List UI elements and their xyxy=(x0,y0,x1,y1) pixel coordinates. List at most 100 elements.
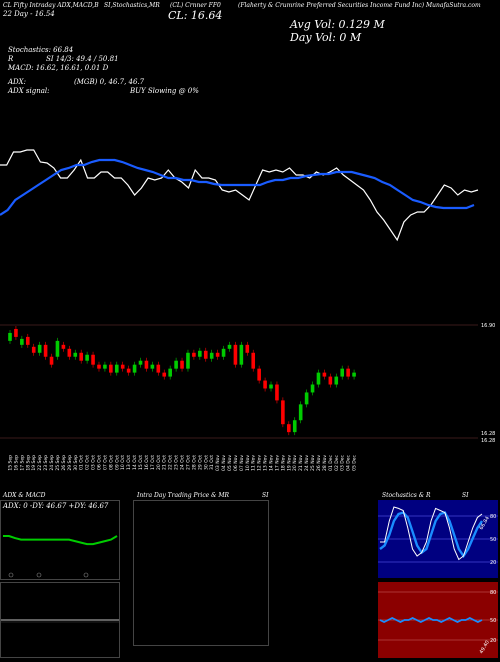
candle-body xyxy=(292,420,297,433)
intraday-panel-title-suffix: SI xyxy=(262,492,269,499)
date-tick-label: 17 Nov xyxy=(274,455,280,471)
stoch-k-line xyxy=(380,506,483,561)
date-tick-label: 22 Oct xyxy=(168,455,174,470)
marker-circle-2 xyxy=(36,572,42,578)
date-tick-label: 21 Nov xyxy=(298,455,304,471)
date-tick-label: 26 Sep xyxy=(61,455,67,471)
candle-body xyxy=(215,352,220,357)
date-tick-label: 27 Oct xyxy=(185,455,191,470)
candle-body xyxy=(322,372,327,377)
date-tick-label: 21 Oct xyxy=(162,455,168,470)
date-tick-label: 13 Nov xyxy=(263,455,269,471)
candle-body xyxy=(316,372,321,385)
date-tick-label: 23 Oct xyxy=(174,455,180,470)
rsi-tick-80: 80 xyxy=(490,590,496,596)
date-tick-label: 07 Oct xyxy=(102,455,108,470)
date-tick-label: 02 Oct xyxy=(85,455,91,470)
candle-body xyxy=(31,346,36,353)
date-tick-label: 17 Sep xyxy=(19,455,25,471)
candle-body xyxy=(79,352,83,361)
candle-body xyxy=(43,344,48,357)
date-tick-label: 24 Oct xyxy=(180,455,186,470)
candle-body xyxy=(8,332,12,341)
y-tick-low-2: 16.28 xyxy=(481,438,495,444)
date-tick-label: 16 Oct xyxy=(144,455,150,470)
y-tick-low-1: 16.28 xyxy=(481,431,495,437)
date-tick-label: 30 Sep xyxy=(73,455,79,471)
date-tick-label: 06 Oct xyxy=(96,455,102,470)
candle-body xyxy=(257,368,261,381)
adx-label: ADX: xyxy=(8,78,27,86)
date-tick-label: 19 Nov xyxy=(286,455,292,471)
macd-line-chart xyxy=(1,619,119,623)
candle-body xyxy=(263,380,267,389)
day-volume: Day Vol: 0 M xyxy=(290,31,362,44)
candlestick-chart: 15 Sep 16 Sep 17 Sep 18 Sep 19 Sep 22 Sep 23 S… xyxy=(0,323,495,471)
stoch-panel-title: Stochastics & R xyxy=(382,492,431,499)
adx-panel-title: ADX & MACD xyxy=(3,492,46,499)
candle-body xyxy=(120,364,125,369)
avg-volume: Avg Vol: 0.129 M xyxy=(290,18,385,31)
candle-body xyxy=(180,360,184,369)
date-tick-label: 31 Oct xyxy=(209,455,215,470)
date-tick-label: 18 Sep xyxy=(25,455,31,471)
date-tick-label: 05 Nov xyxy=(227,455,233,471)
date-tick-label: 05 Dec xyxy=(352,454,358,470)
date-tick-label: 28 Nov xyxy=(322,455,328,471)
date-tick-label: 04 Dec xyxy=(346,454,352,470)
date-tick-label: 15 Sep xyxy=(8,455,14,471)
candle-body xyxy=(103,364,107,369)
candle-body xyxy=(126,368,131,373)
date-tick-label: 25 Nov xyxy=(310,455,316,471)
date-tick-label: 01 Dec xyxy=(328,454,334,470)
candle-body xyxy=(275,384,279,401)
date-tick-label: 13 Oct xyxy=(126,455,132,470)
adx-panel: ADX: 0 -DY: 46.67 +DY: 46.67 xyxy=(0,500,120,580)
candle-body xyxy=(14,328,18,337)
date-label: 22 Day - 16.54 xyxy=(3,10,55,18)
rsi-tick-50: 50 xyxy=(490,618,496,624)
price-overview-chart xyxy=(0,149,479,242)
candle-body xyxy=(334,376,339,385)
date-tick-label: 04 Nov xyxy=(221,455,227,471)
candle-body xyxy=(346,368,350,377)
macd-panel xyxy=(0,582,120,658)
date-tick-label: 14 Nov xyxy=(269,455,275,471)
date-tick-label: 11 Nov xyxy=(251,455,257,471)
price-line xyxy=(0,149,479,242)
date-tick-label: 29 Sep xyxy=(67,455,73,471)
stoch-d-line xyxy=(379,511,484,559)
candle-body xyxy=(132,364,137,373)
date-tick-label: 06 Nov xyxy=(233,455,239,471)
candle-body xyxy=(239,344,244,365)
candle-body xyxy=(55,340,60,357)
candle-body xyxy=(328,376,333,385)
date-labels-group: 15 Sep 16 Sep 17 Sep 18 Sep 19 Sep 22 Sep 23 S… xyxy=(8,454,358,470)
date-tick-label: 29 Oct xyxy=(197,455,203,470)
candle-body xyxy=(49,356,54,365)
rsi-line xyxy=(379,616,483,624)
y-tick-top: 16.90 xyxy=(481,323,495,329)
candle-body xyxy=(281,400,285,425)
candle-body xyxy=(37,344,42,353)
candle-body xyxy=(150,364,155,369)
candle-body xyxy=(298,404,303,421)
date-tick-label: 12 Nov xyxy=(257,455,263,471)
stoch-panel-title-suffix: SI xyxy=(462,492,469,499)
candle-body xyxy=(287,424,291,433)
date-tick-label: 19 Sep xyxy=(31,455,37,471)
date-tick-label: 10 Nov xyxy=(245,455,251,471)
stoch-tick-50: 50 xyxy=(490,537,496,543)
adx-signal-label: ADX signal: xyxy=(8,87,50,95)
candle-body xyxy=(203,350,208,359)
candle-body xyxy=(340,368,345,377)
stochastics-readout: Stochastics: 66.84 xyxy=(8,46,74,54)
date-tick-label: 22 Sep xyxy=(37,455,43,471)
date-tick-label: 16 Sep xyxy=(13,455,19,471)
intraday-panel xyxy=(133,500,269,646)
date-tick-label: 26 Nov xyxy=(316,455,322,471)
candle-body xyxy=(20,338,24,345)
candle-body xyxy=(61,344,66,349)
adx-values: (MGB) 0, 46.7, 46.7 xyxy=(74,78,145,86)
macd-readout: MACD: 16.62, 16.61, 0.01 D xyxy=(8,64,109,72)
